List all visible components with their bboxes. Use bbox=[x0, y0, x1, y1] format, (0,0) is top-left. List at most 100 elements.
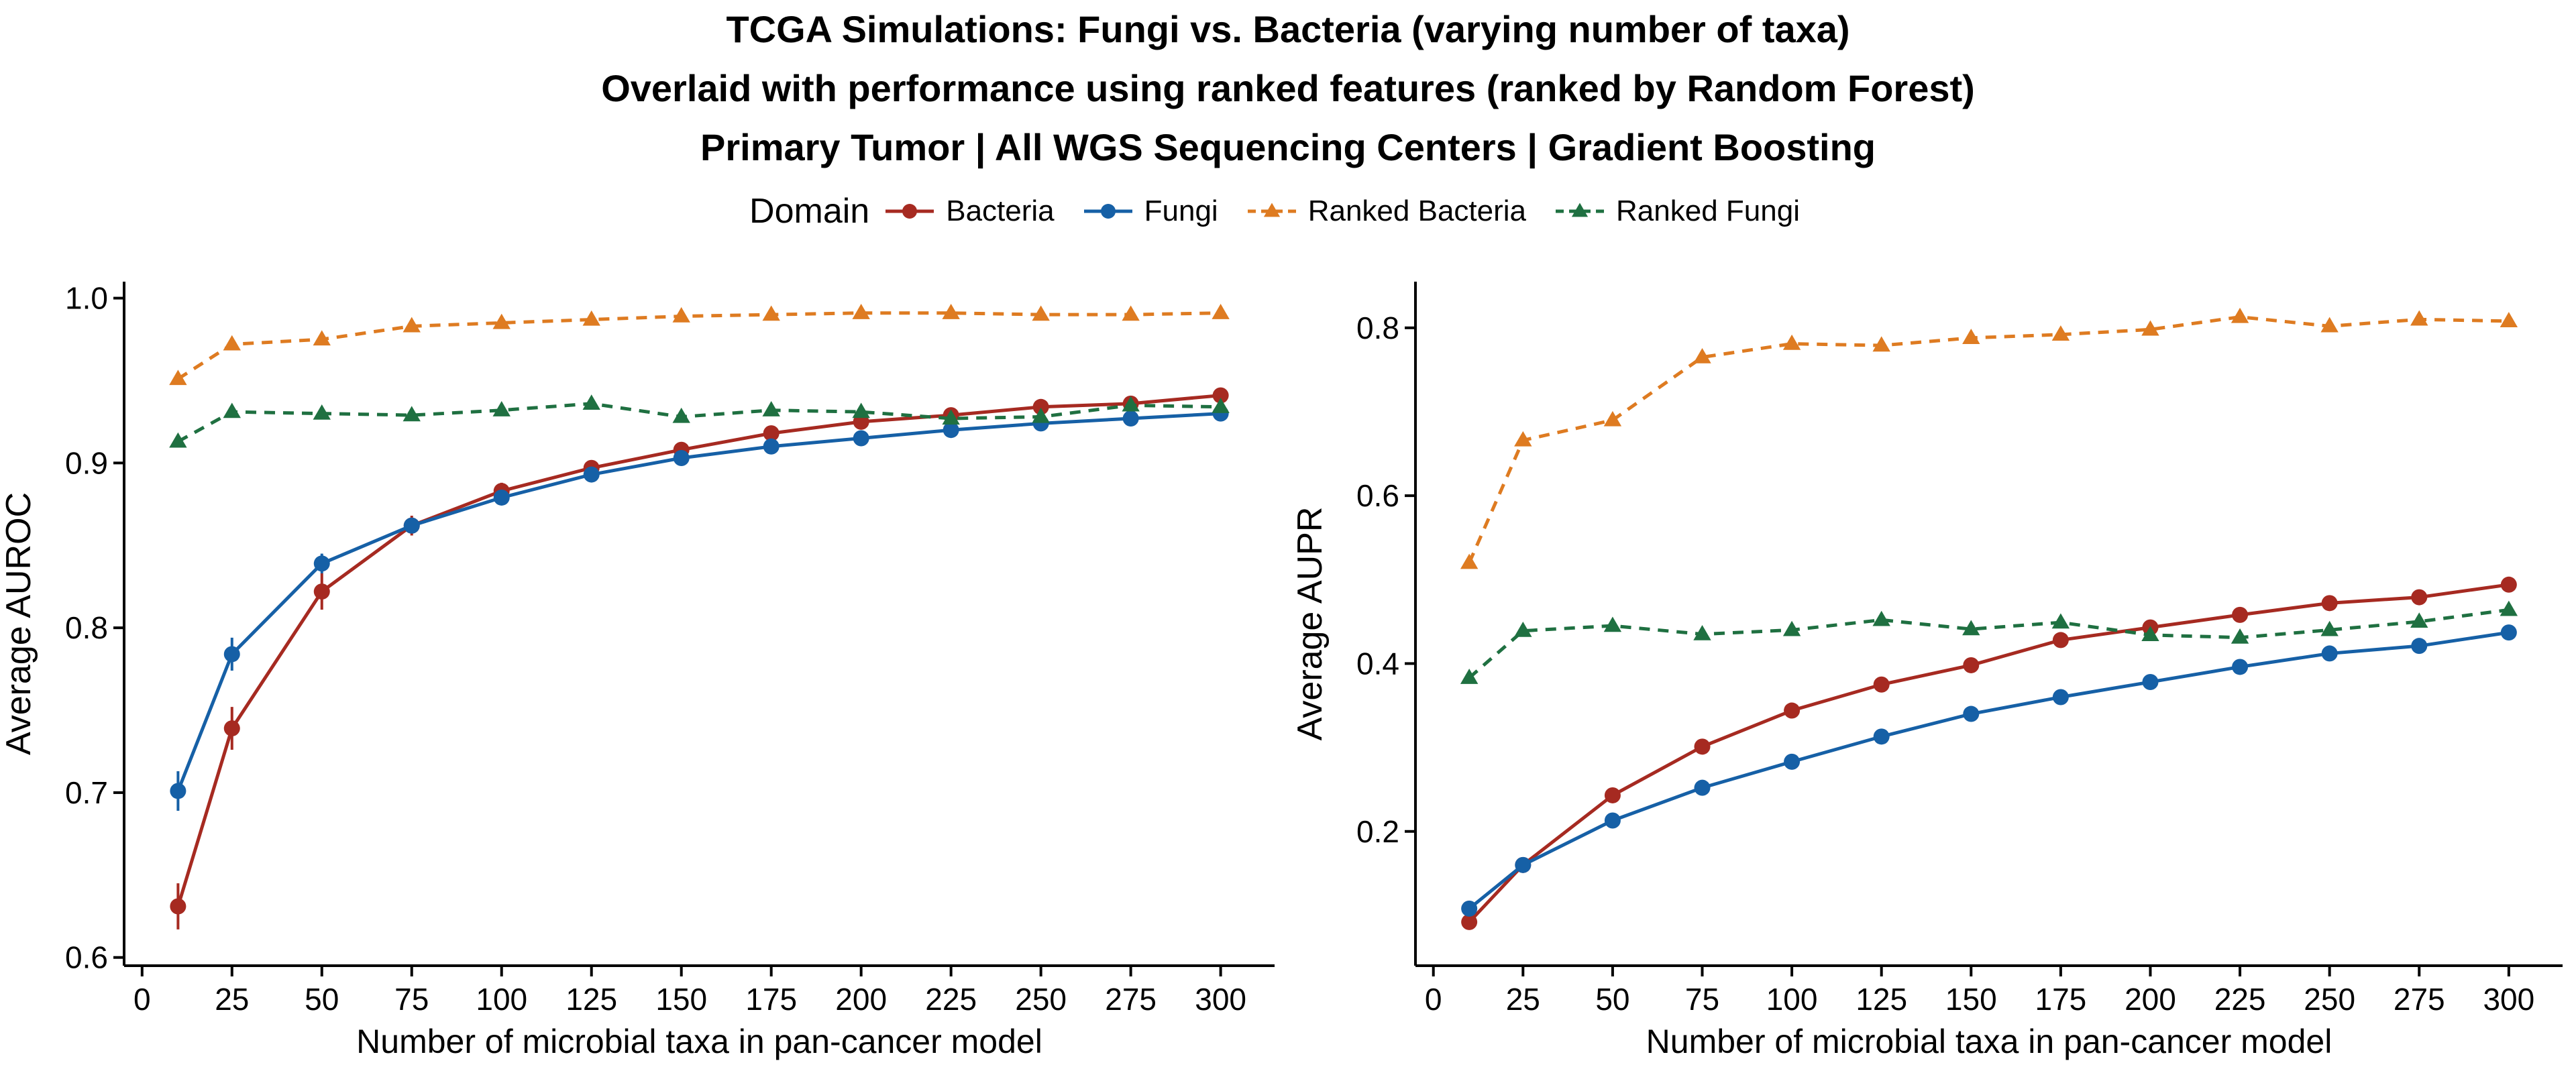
legend-key-ranked-bacteria bbox=[1247, 203, 1296, 217]
aupr-panel: 0.2 0.4 0.6 0.8 0 25 50 75 100 125 150 175 200 225 250… bbox=[1291, 282, 2563, 1060]
aupr-point-ranked-bacteria bbox=[1603, 410, 1622, 427]
auroc-x-tick-label: 275 bbox=[1105, 982, 1157, 1017]
aupr-point-bacteria bbox=[1604, 787, 1621, 803]
auroc-point-fungi bbox=[1122, 410, 1139, 427]
aupr-point-fungi bbox=[2411, 638, 2428, 655]
auroc-point-ranked-fungi bbox=[223, 402, 241, 418]
auroc-point-ranked-bacteria bbox=[313, 330, 331, 346]
legend: Domain Bacteria Fungi Ranked Bacteria Ra… bbox=[0, 191, 2576, 231]
aupr-point-bacteria bbox=[1694, 738, 1711, 755]
aupr-point-fungi bbox=[2500, 624, 2517, 641]
auroc-point-bacteria bbox=[1032, 398, 1049, 415]
aupr-point-ranked-bacteria bbox=[2410, 310, 2428, 326]
legend-item-bacteria: Bacteria bbox=[883, 194, 1055, 228]
aupr-point-fungi bbox=[2321, 645, 2338, 662]
aupr-x-axis-label: Number of microbial taxa in pan-cancer m… bbox=[1646, 1023, 2332, 1060]
aupr-point-ranked-bacteria bbox=[1872, 336, 1890, 352]
auroc-x-tick-label: 225 bbox=[925, 982, 977, 1017]
auroc-point-ranked-fungi bbox=[852, 402, 870, 418]
aupr-x-tick-label: 175 bbox=[2035, 982, 2087, 1017]
aupr-line-ranked-bacteria bbox=[1467, 315, 2509, 564]
auroc-point-ranked-fungi bbox=[762, 401, 780, 416]
auroc-point-ranked-fungi bbox=[402, 406, 421, 422]
aupr-point-fungi bbox=[1873, 728, 1890, 745]
auroc-point-fungi bbox=[170, 783, 186, 799]
aupr-point-bacteria bbox=[2500, 576, 2517, 593]
auroc-point-ranked-fungi bbox=[492, 401, 511, 416]
auroc-line-bacteria bbox=[176, 394, 1221, 907]
aupr-x-tick-label: 125 bbox=[1856, 982, 1907, 1017]
auroc-series-ranked-bacteria bbox=[169, 304, 1230, 386]
auroc-point-ranked-fungi bbox=[1032, 407, 1050, 423]
auroc-point-bacteria bbox=[223, 720, 240, 737]
auroc-point-bacteria bbox=[763, 425, 780, 442]
aupr-point-ranked-bacteria bbox=[2141, 320, 2159, 336]
aupr-x-tick-label: 200 bbox=[2125, 982, 2176, 1017]
aupr-point-ranked-fungi bbox=[2410, 612, 2428, 628]
aupr-point-ranked-fungi bbox=[2320, 620, 2339, 636]
aupr-point-ranked-bacteria bbox=[2231, 307, 2249, 323]
auroc-x-tick-label: 150 bbox=[655, 982, 707, 1017]
auroc-point-ranked-bacteria bbox=[492, 313, 511, 329]
auroc-series-fungi bbox=[170, 405, 1229, 811]
aupr-point-bacteria bbox=[2411, 589, 2428, 606]
aupr-y-axis-label: Average AUPR bbox=[1291, 507, 1330, 741]
aupr-line-bacteria bbox=[1468, 583, 2510, 923]
auroc-point-fungi bbox=[853, 430, 869, 447]
aupr-x-tick-label: 100 bbox=[1766, 982, 1818, 1017]
auroc-y-tick-label: 1.0 bbox=[65, 281, 108, 316]
aupr-y-tick-label: 0.2 bbox=[1356, 814, 1399, 849]
aupr-point-ranked-fungi bbox=[2051, 613, 2070, 629]
auroc-point-ranked-bacteria bbox=[942, 304, 960, 319]
chart-title: TCGA Simulations: Fungi vs. Bacteria (va… bbox=[0, 0, 2576, 177]
aupr-y-tick-label: 0.4 bbox=[1356, 646, 1399, 681]
auroc-point-ranked-fungi bbox=[942, 409, 960, 425]
aupr-x-tick-label: 300 bbox=[2483, 982, 2534, 1017]
auroc-y-tick-label: 0.8 bbox=[65, 610, 108, 645]
aupr-x-tick-label: 275 bbox=[2394, 982, 2445, 1017]
auroc-line-ranked-bacteria bbox=[177, 311, 1221, 381]
auroc-x-axis-label: Number of microbial taxa in pan-cancer m… bbox=[356, 1023, 1042, 1060]
title-line-1: TCGA Simulations: Fungi vs. Bacteria (va… bbox=[726, 8, 1850, 50]
aupr-point-bacteria bbox=[2321, 595, 2338, 612]
auroc-y-tick-label: 0.9 bbox=[65, 445, 108, 480]
auroc-point-fungi bbox=[223, 646, 240, 663]
aupr-point-bacteria bbox=[1963, 657, 1980, 673]
aupr-point-fungi bbox=[2052, 689, 2069, 705]
auroc-point-fungi bbox=[943, 422, 959, 439]
auroc-x-tick-label: 300 bbox=[1195, 982, 1246, 1017]
legend-label-bacteria: Bacteria bbox=[946, 194, 1055, 227]
auroc-x-tick-label: 100 bbox=[476, 982, 527, 1017]
aupr-point-ranked-fungi bbox=[2141, 626, 2159, 642]
aupr-series-ranked-fungi bbox=[1460, 600, 2518, 684]
aupr-point-ranked-fungi bbox=[1603, 616, 1622, 632]
aupr-point-ranked-bacteria bbox=[1514, 431, 1532, 447]
auroc-x-tick-label: 50 bbox=[305, 982, 339, 1017]
auroc-y-tick-label: 0.6 bbox=[65, 940, 108, 975]
aupr-point-ranked-fungi bbox=[1460, 669, 1479, 684]
auroc-point-ranked-bacteria bbox=[1122, 305, 1140, 321]
aupr-point-ranked-fungi bbox=[1962, 620, 1980, 636]
auroc-x-tick-label: 25 bbox=[215, 982, 249, 1017]
aupr-x-tick-label: 25 bbox=[1506, 982, 1540, 1017]
auroc-point-fungi bbox=[403, 517, 420, 534]
aupr-point-bacteria bbox=[2052, 632, 2069, 648]
aupr-point-ranked-fungi bbox=[1693, 624, 1711, 640]
aupr-point-ranked-fungi bbox=[1514, 621, 1532, 637]
aupr-point-fungi bbox=[1461, 900, 1478, 917]
aupr-series-bacteria bbox=[1461, 576, 2517, 930]
auroc-series-ranked-fungi bbox=[169, 394, 1230, 448]
aupr-x-tick-label: 0 bbox=[1425, 982, 1442, 1017]
aupr-point-ranked-bacteria bbox=[2051, 325, 2070, 341]
auroc-series-bacteria bbox=[170, 387, 1229, 929]
auroc-point-ranked-bacteria bbox=[852, 304, 870, 319]
legend-marker-bacteria bbox=[902, 204, 918, 219]
auroc-point-ranked-fungi bbox=[1212, 398, 1230, 413]
legend-marker-fungi bbox=[1100, 204, 1116, 219]
aupr-point-fungi bbox=[1963, 705, 1980, 722]
aupr-point-ranked-bacteria bbox=[1962, 329, 1980, 344]
auroc-y-tick-label: 0.7 bbox=[65, 775, 108, 810]
aupr-series-ranked-bacteria bbox=[1460, 307, 2518, 569]
legend-item-ranked-bacteria: Ranked Bacteria bbox=[1245, 194, 1526, 228]
auroc-point-ranked-fungi bbox=[1122, 396, 1140, 412]
